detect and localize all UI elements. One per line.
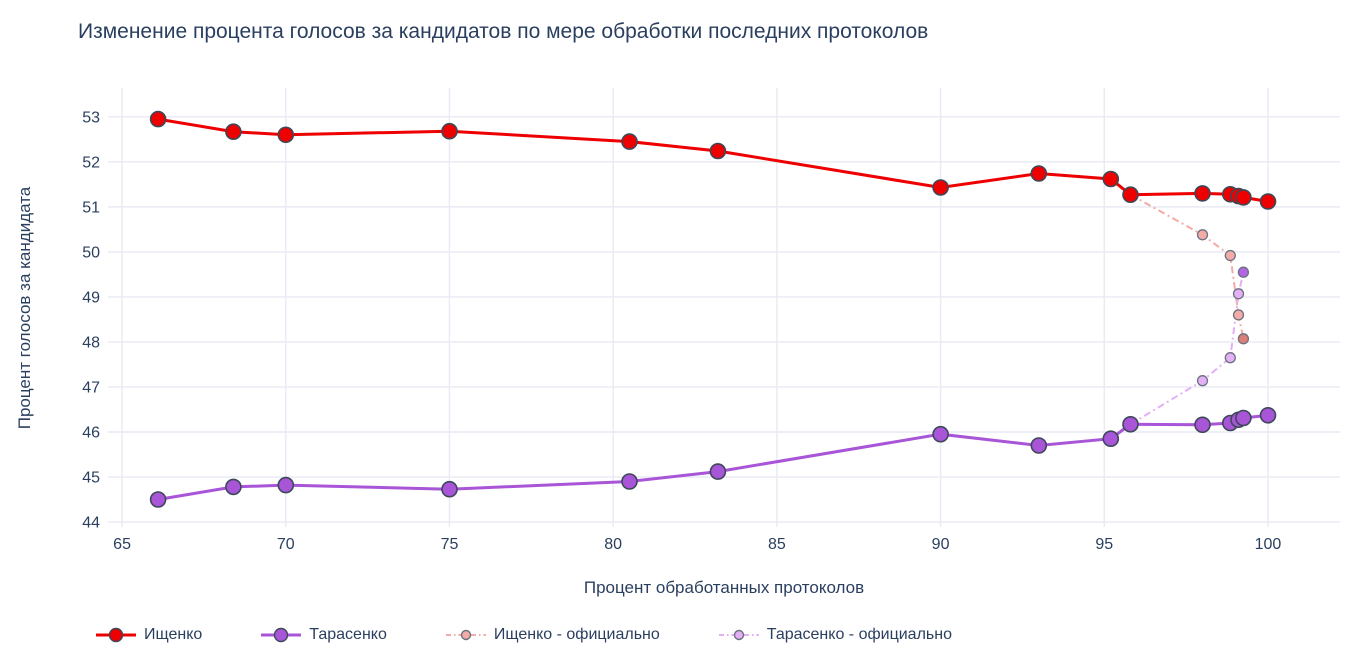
x-tick-label: 70 xyxy=(277,536,295,553)
series-line-3 xyxy=(1129,271,1245,426)
series-line-1 xyxy=(157,413,1269,501)
data-point-Ищенко xyxy=(1259,193,1277,210)
data-point-Тарасенко - официально xyxy=(1237,266,1250,278)
y-tick-label: 48 xyxy=(82,334,100,351)
x-tick-label: 90 xyxy=(932,536,950,553)
data-point-Ищенко - официально xyxy=(1224,249,1236,262)
data-point-Ищенко xyxy=(1235,189,1252,206)
legend-swatch-icon xyxy=(261,627,302,643)
series-line-2 xyxy=(1130,193,1245,340)
y-tick-label: 52 xyxy=(82,154,100,171)
data-point-Тарасенко xyxy=(277,476,295,494)
legend-item-ishchenko-official[interactable]: Ищенко - официально xyxy=(445,626,660,644)
legend-swatch-icon xyxy=(718,629,759,641)
legend-item-ishchenko[interactable]: Ищенко xyxy=(95,626,202,644)
data-point-Ищенко xyxy=(441,122,458,140)
y-tick-label: 47 xyxy=(82,379,100,396)
legend: Ищенко Тарасенко Ищенко - официально Тар… xyxy=(95,626,952,644)
legend-label: Тарасенко - официально xyxy=(766,626,952,643)
data-point-Тарасенко xyxy=(1122,415,1139,433)
data-point-Ищенко - официально xyxy=(1196,229,1209,241)
data-point-Тарасенко xyxy=(1235,409,1252,427)
data-point-Тарасенко - официально xyxy=(1224,352,1236,364)
x-tick-label: 65 xyxy=(113,536,131,553)
x-tick-label: 75 xyxy=(441,536,459,553)
data-point-Тарасенко xyxy=(1102,430,1120,448)
data-point-Ищенко xyxy=(1102,170,1120,188)
data-point-Ищенко - официально xyxy=(1237,333,1250,345)
legend-label: Ищенко - официально xyxy=(493,626,660,643)
data-point-Тарасенко xyxy=(709,463,727,480)
legend-item-tarasenko-official[interactable]: Тарасенко - официально xyxy=(718,626,952,644)
legend-swatch-icon xyxy=(96,627,136,643)
data-point-Тарасенко - официально xyxy=(1232,288,1245,300)
legend-label: Ищенко xyxy=(144,626,203,643)
data-point-Ищенко xyxy=(149,110,167,128)
data-point-Ищенко xyxy=(621,133,638,150)
y-tick-label: 50 xyxy=(82,244,100,261)
legend-label: Тарасенко xyxy=(309,626,387,643)
x-axis-title: Процент обработанных протоколов xyxy=(583,578,865,597)
y-tick-label: 49 xyxy=(82,289,100,306)
data-point-Тарасенко - официально xyxy=(1196,375,1209,387)
x-tick-label: 95 xyxy=(1095,536,1113,553)
x-tick-label: 100 xyxy=(1255,536,1282,553)
x-tick-label: 85 xyxy=(768,536,786,553)
data-point-Ищенко xyxy=(277,126,295,144)
series-line-0 xyxy=(157,117,1269,203)
y-tick-label: 45 xyxy=(82,470,100,487)
data-point-Тарасенко xyxy=(1259,406,1277,424)
data-point-Ищенко xyxy=(1122,186,1139,203)
y-axis-title: Процент голосов за кандидата xyxy=(15,186,34,430)
data-point-Ищенко xyxy=(1194,185,1211,202)
y-tick-label: 44 xyxy=(82,515,100,532)
y-tick-label: 46 xyxy=(82,424,100,441)
y-tick-label: 51 xyxy=(82,199,100,216)
data-point-Ищенко xyxy=(709,142,727,160)
data-point-Тарасенко xyxy=(932,425,949,443)
data-point-Тарасенко xyxy=(1030,437,1048,454)
x-tick-label: 80 xyxy=(604,536,622,553)
data-point-Тарасенко xyxy=(621,473,638,490)
legend-item-tarasenko[interactable]: Тарасенко xyxy=(260,626,387,644)
data-point-Тарасенко xyxy=(149,491,167,508)
y-tick-label: 53 xyxy=(82,109,100,126)
data-point-Ищенко xyxy=(932,179,949,196)
data-point-Ищенко xyxy=(1030,165,1048,182)
data-point-Тарасенко xyxy=(1194,416,1211,434)
legend-swatch-icon xyxy=(445,629,486,641)
data-point-Ищенко - официально xyxy=(1232,309,1245,321)
chart-title: Изменение процента голосов за кандидатов… xyxy=(78,20,929,43)
data-point-Тарасенко xyxy=(225,478,242,496)
data-point-Тарасенко xyxy=(441,480,458,498)
data-point-Ищенко xyxy=(225,123,242,140)
